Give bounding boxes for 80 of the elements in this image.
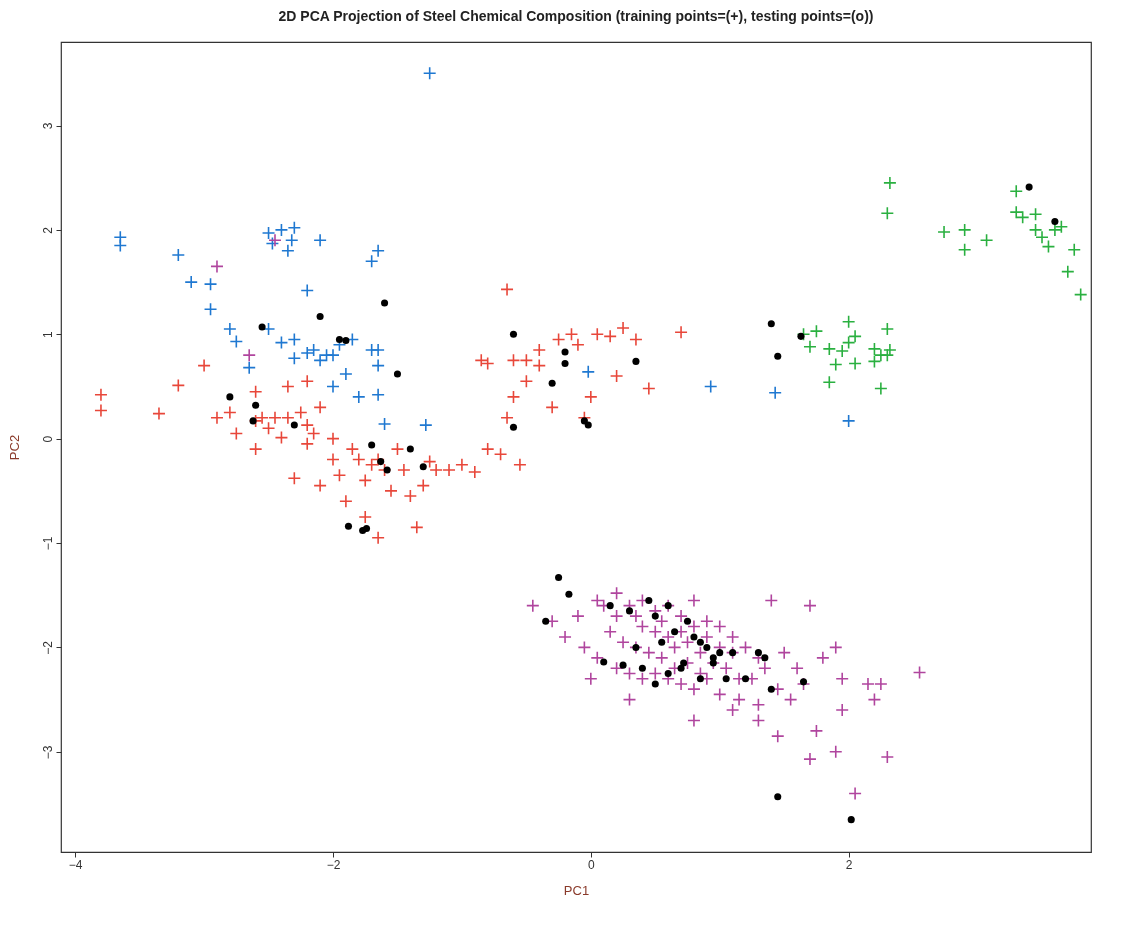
x-tick-label: −2 <box>326 857 341 872</box>
point <box>306 343 321 357</box>
point <box>1067 242 1082 257</box>
point <box>300 283 315 298</box>
point <box>287 332 302 347</box>
point <box>841 414 856 428</box>
point <box>822 375 837 390</box>
x-axis-title: PC1 <box>563 882 590 898</box>
point <box>937 225 951 239</box>
y-tick-label: 0 <box>40 435 55 443</box>
point <box>880 206 895 220</box>
point <box>313 233 327 248</box>
point <box>809 324 824 338</box>
y-tick-label: 2 <box>40 226 55 234</box>
y-tick-label: −3 <box>40 745 55 760</box>
point <box>419 418 433 432</box>
point <box>242 360 257 375</box>
point <box>171 248 186 262</box>
point <box>371 243 385 258</box>
point <box>274 335 289 350</box>
point <box>1048 223 1062 237</box>
y-tick-label: −2 <box>40 640 55 655</box>
point <box>1073 287 1088 302</box>
point <box>796 327 811 342</box>
point <box>300 346 315 360</box>
point <box>581 365 596 379</box>
point <box>371 358 385 373</box>
point <box>703 379 718 394</box>
point <box>377 417 392 431</box>
point <box>1054 219 1069 234</box>
point <box>364 254 379 268</box>
point <box>1028 207 1043 222</box>
point <box>287 221 302 235</box>
point <box>313 353 327 368</box>
point <box>841 335 856 350</box>
point <box>848 356 862 371</box>
point <box>371 343 385 357</box>
point <box>957 242 972 257</box>
point <box>803 339 817 354</box>
point <box>339 367 353 381</box>
point <box>880 348 895 362</box>
y-tick-label: −1 <box>40 536 55 551</box>
point <box>351 390 366 404</box>
x-tick-label: 0 <box>587 857 595 872</box>
point <box>883 343 897 357</box>
chart-title: 2D PCA Projection of Steel Chemical Composition (training points=(+), testing points=(o)) <box>278 8 874 24</box>
point <box>1061 264 1075 279</box>
point <box>203 277 218 291</box>
point <box>203 302 218 317</box>
point <box>326 379 340 394</box>
point <box>841 314 856 329</box>
x-tick-label: −4 <box>68 857 83 872</box>
point <box>828 357 843 372</box>
x-tick-label: 2 <box>845 857 853 872</box>
point <box>113 238 128 253</box>
y-tick-label: 1 <box>40 331 55 339</box>
point <box>287 351 302 366</box>
point <box>274 223 289 237</box>
point <box>880 322 895 336</box>
point <box>261 226 276 240</box>
point <box>874 381 888 396</box>
y-axis-title: PC2 <box>6 434 22 461</box>
point <box>835 344 849 358</box>
point <box>867 354 882 369</box>
point <box>371 388 385 402</box>
y-tick-label: 3 <box>40 122 55 130</box>
point <box>768 385 782 400</box>
point <box>229 334 244 349</box>
point <box>979 233 994 248</box>
point <box>284 233 299 248</box>
point <box>1009 184 1024 199</box>
point <box>422 66 437 81</box>
point <box>848 329 862 344</box>
point <box>281 243 295 258</box>
point <box>957 223 972 237</box>
point <box>822 342 837 356</box>
point <box>326 348 340 362</box>
point <box>883 176 897 190</box>
point <box>184 275 198 289</box>
point <box>223 322 237 336</box>
